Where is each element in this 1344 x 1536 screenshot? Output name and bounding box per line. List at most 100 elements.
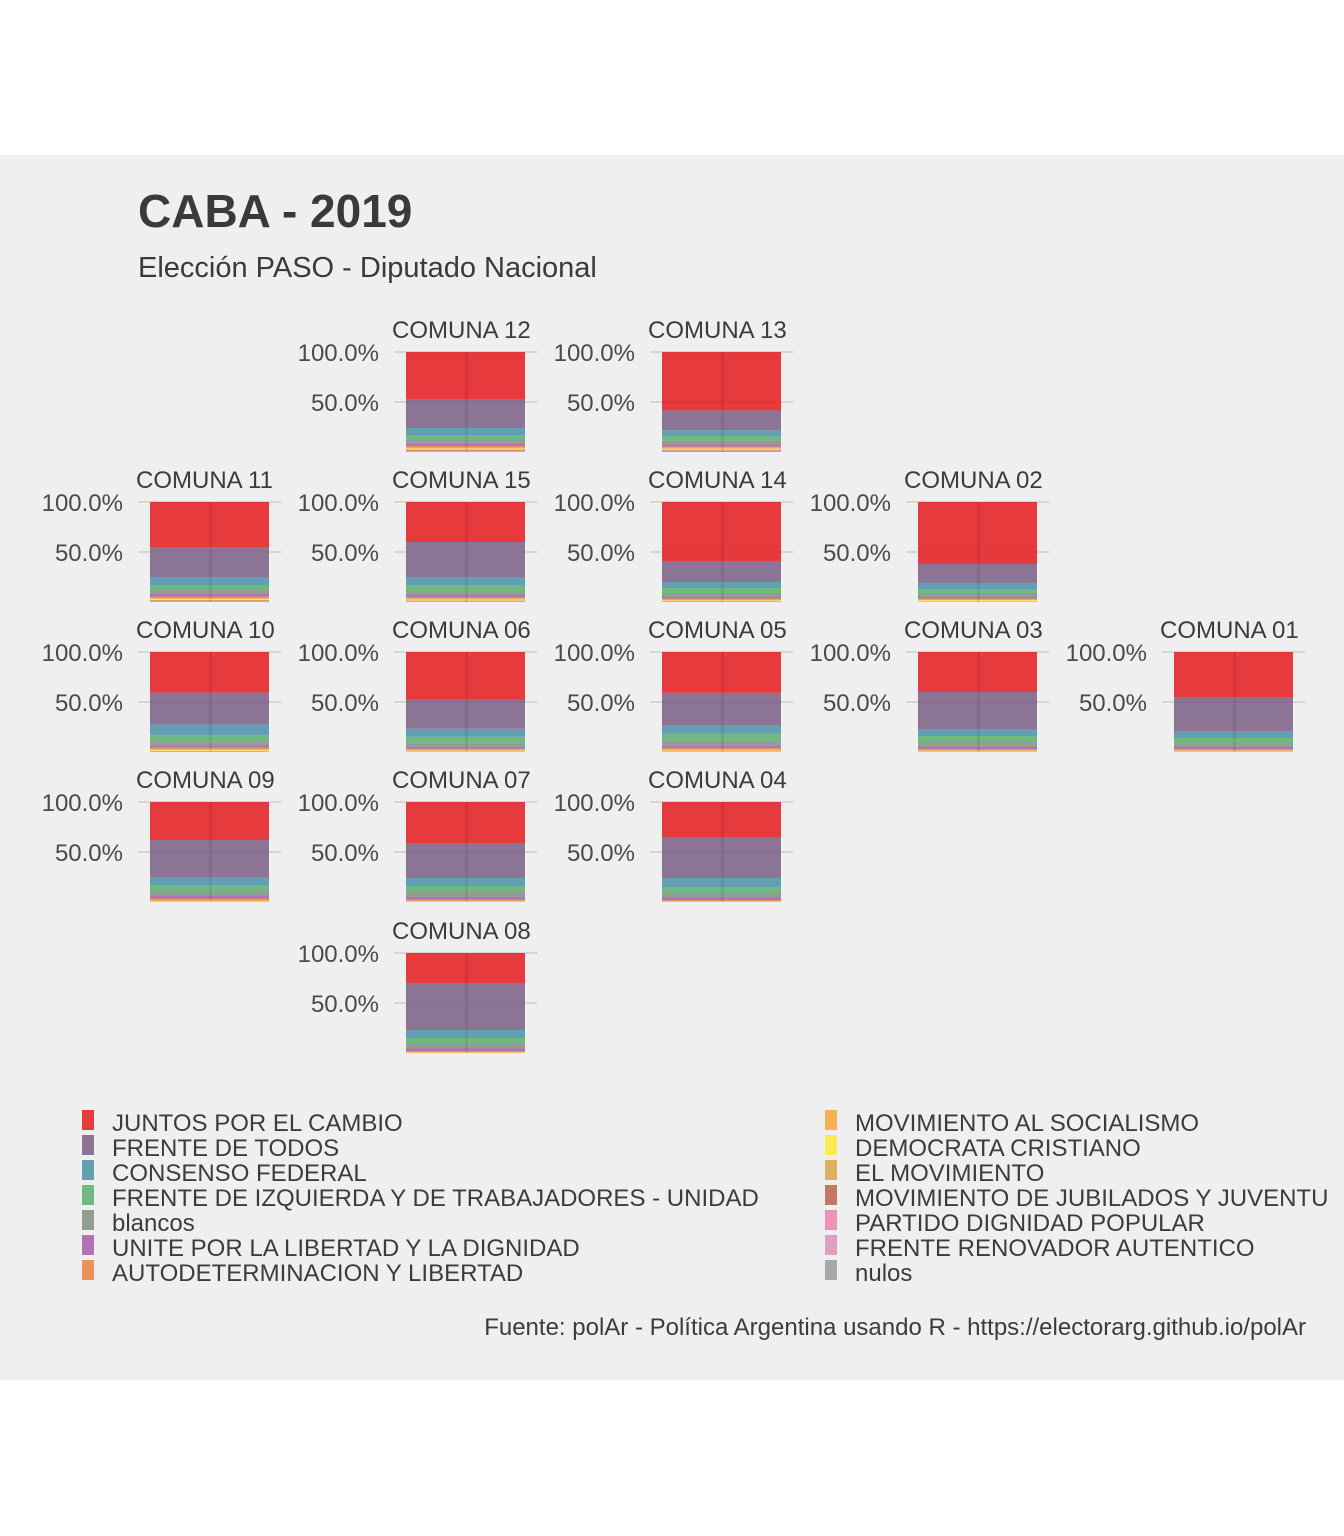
bar-segment-1 [918,502,1037,564]
facet-comuna-06: COMUNA 06 100.0% 50.0% [298,617,537,752]
bar-segment-6 [406,746,525,749]
legend-label: JUNTOS POR EL CAMBIO [112,1110,403,1137]
bar-segment-14 [150,601,269,602]
legend-item: PARTIDO DIGNIDAD POPULAR [825,1210,1205,1237]
bar-segment-4 [150,885,269,891]
bar-segment-2 [918,692,1037,729]
facet-strip-label: COMUNA 08 [392,918,531,945]
bar-segment-7 [662,598,781,600]
y-tick-label: 50.0% [55,840,123,867]
legend-label: nulos [855,1260,912,1287]
legend-label: MOVIMIENTO AL SOCIALISMO [855,1110,1199,1137]
y-tick-label: 50.0% [311,540,379,567]
legend-label: blancos [112,1210,195,1237]
bar-segment-7 [150,898,269,900]
facet-comuna-13: COMUNA 13 100.0% 50.0% [554,317,793,452]
bar-segment-8 [406,900,525,902]
facet-comuna-03: COMUNA 03 100.0% 50.0% [810,617,1049,752]
bar-segment-8 [406,598,525,600]
bar-segment-6 [662,745,781,749]
bar-segment-5 [662,440,781,445]
bar-segment-7 [1174,749,1293,751]
bar-segment-1 [150,652,269,693]
bar-segment-6 [1174,747,1293,749]
facet-strip-label: COMUNA 14 [648,467,787,494]
legend-item: AUTODETERMINACION Y LIBERTAD [82,1260,523,1287]
legend-item: EL MOVIMIENTO [825,1160,1044,1187]
bar-segment-4 [406,736,525,743]
bar-segment-3 [1174,731,1293,738]
y-tick-label: 50.0% [55,690,123,717]
legend-label: UNITE POR LA LIBERTAD Y LA DIGNIDAD [112,1235,580,1262]
facet-panels: COMUNA 12 100.0% 50.0% COMUNA 13 100.0% 50.0%… [42,317,1305,1053]
legend-key [82,1185,94,1205]
bar-segment-9 [662,600,781,601]
legend-item: UNITE POR LA LIBERTAD Y LA DIGNIDAD [82,1235,580,1262]
bar-segment-6 [406,444,525,446]
facet-strip-label: COMUNA 13 [648,317,787,344]
bar-segment-5 [406,742,525,747]
bar-segment-6 [150,594,269,597]
facet-strip-label: COMUNA 15 [392,467,531,494]
facet-strip-label: COMUNA 01 [1160,617,1299,644]
bar-segment-2 [406,843,525,878]
bar-segment-1 [662,352,781,411]
legend-key [82,1135,94,1155]
bar-segment-5 [918,593,1037,597]
bar-segment-1 [662,502,781,561]
facet-comuna-04: COMUNA 04 100.0% 50.0% [554,767,793,902]
bar-segment-5 [662,740,781,746]
bar-segment-5 [150,741,269,746]
bar-segment-7 [662,446,781,448]
bar-segment-2 [406,983,525,1030]
bar-segment-7 [662,900,781,901]
y-tick-label: 100.0% [42,640,123,667]
bar-segment-14 [662,450,781,452]
facet-strip-label: COMUNA 12 [392,317,531,344]
legend-key [82,1160,94,1180]
bar-segment-4 [662,887,781,893]
bar-segment-4 [150,585,269,590]
legend-key [825,1160,837,1180]
bar-segment-8 [662,599,781,601]
y-tick-label: 100.0% [1066,640,1147,667]
facet-strip-label: COMUNA 06 [392,617,531,644]
bar-segment-2 [406,542,525,577]
bar-segment-2 [150,547,269,577]
bar-segment-3 [150,724,269,736]
y-tick-label: 50.0% [567,840,635,867]
legend-label: DEMOCRATA CRISTIANO [855,1135,1141,1162]
legend-label: PARTIDO DIGNIDAD POPULAR [855,1210,1205,1237]
y-tick-label: 100.0% [298,941,379,968]
bar-segment-9 [918,600,1037,602]
bar-segment-4 [406,585,525,591]
bar-segment-4 [662,733,781,741]
legend-item: FRENTE RENOVADOR AUTENTICO [825,1235,1255,1262]
bar-segment-5 [150,891,269,896]
bar-segment-3 [406,878,525,886]
bar-segment-8 [662,749,781,751]
bar-segment-3 [150,877,269,885]
bar-segment-1 [406,953,525,983]
bar-segment-5 [918,742,1037,747]
y-tick-label: 100.0% [554,490,635,517]
bar-segment-8 [662,901,781,902]
legend-key [82,1260,94,1280]
bar-segment-4 [406,1038,525,1044]
y-tick-label: 50.0% [567,540,635,567]
bar-segment-3 [662,878,781,887]
y-tick-label: 100.0% [810,640,891,667]
y-tick-label: 100.0% [554,340,635,367]
legend-item: DEMOCRATA CRISTIANO [825,1135,1141,1162]
bar-segment-6 [406,897,525,900]
facet-strip-label: COMUNA 10 [136,617,275,644]
bar-segment-7 [662,748,781,750]
bar-segment-3 [406,577,525,585]
bar-segment-9 [662,750,781,752]
bar-segment-8 [662,447,781,449]
bar-segment-1 [150,802,269,840]
legend-key [825,1210,837,1230]
bar-segment-8 [918,750,1037,751]
